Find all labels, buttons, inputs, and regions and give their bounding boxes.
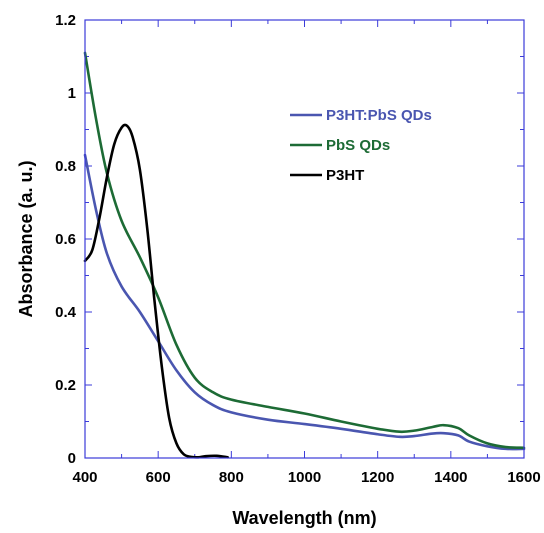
y-axis-title: Absorbance (a. u.) bbox=[16, 160, 36, 317]
x-axis-title: Wavelength (nm) bbox=[232, 508, 376, 528]
legend: P3HT:PbS QDs PbS QDs P3HT bbox=[290, 107, 432, 184]
y-tick-label: 0.6 bbox=[55, 231, 76, 248]
x-tick-label: 1400 bbox=[434, 469, 467, 486]
series-layer bbox=[83, 51, 526, 459]
y-tick-label: 0.2 bbox=[55, 377, 76, 394]
x-tick-label: 800 bbox=[219, 469, 244, 486]
x-tick-label: 400 bbox=[72, 469, 97, 486]
series-line-pbs-qds bbox=[83, 51, 526, 450]
x-tick-label: 1000 bbox=[288, 469, 321, 486]
x-tick-label: 1600 bbox=[507, 469, 540, 486]
x-tick-label: 600 bbox=[146, 469, 171, 486]
legend-label-p3ht: P3HT bbox=[326, 167, 364, 184]
y-tick-label: 1.2 bbox=[55, 12, 76, 29]
legend-label-p3ht-pbs-qds: P3HT:PbS QDs bbox=[326, 107, 432, 124]
series-line-p3ht-pbs-qds bbox=[83, 153, 526, 451]
tick-labels-layer: 400 600 800 1000 1200 1400 1600 0 0.2 0.4 0.6 0.8 1 1… bbox=[55, 12, 541, 486]
plot-frame bbox=[84, 19, 525, 459]
legend-label-pbs-qds: PbS QDs bbox=[326, 137, 390, 154]
x-tick-label: 1200 bbox=[361, 469, 394, 486]
y-tick-label: 1 bbox=[68, 85, 76, 102]
y-tick-label: 0.4 bbox=[55, 304, 77, 321]
y-tick-label: 0 bbox=[68, 450, 76, 467]
y-tick-label: 0.8 bbox=[55, 158, 76, 175]
series-line-p3ht bbox=[83, 123, 229, 459]
tick-marks-layer bbox=[84, 19, 525, 459]
